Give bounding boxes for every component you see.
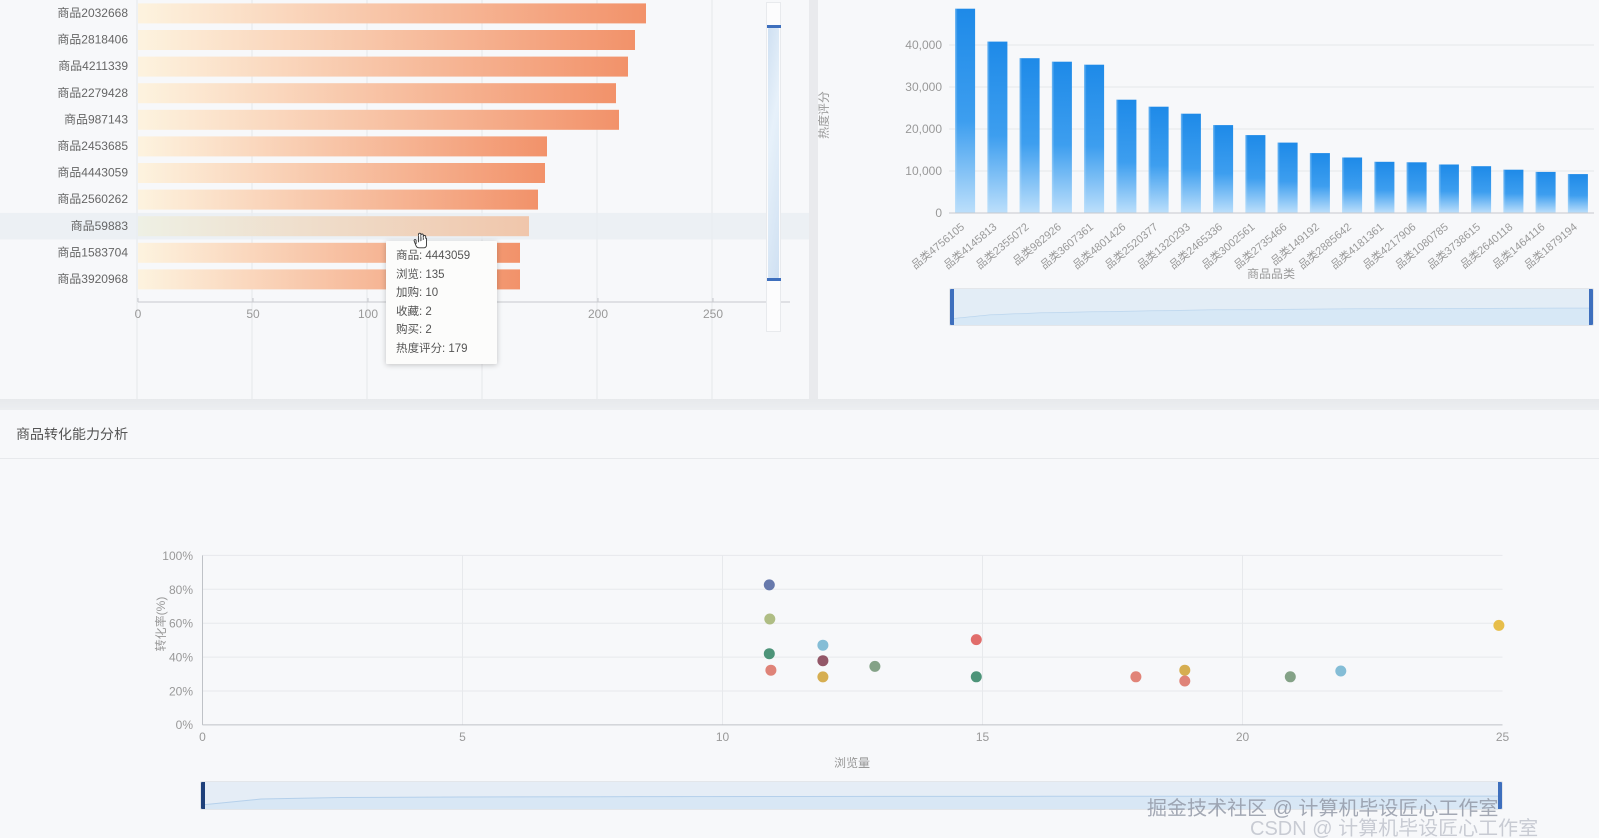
svg-text:转化率(%): 转化率(%) xyxy=(154,597,168,652)
svg-text:50: 50 xyxy=(246,307,260,321)
svg-text:5: 5 xyxy=(459,730,466,744)
svg-text:0: 0 xyxy=(935,206,942,220)
svg-text:15: 15 xyxy=(976,730,990,744)
svg-text:10,000: 10,000 xyxy=(905,164,942,178)
svg-text:商品1583704: 商品1583704 xyxy=(57,245,128,259)
svg-text:商品3920968: 商品3920968 xyxy=(57,272,128,286)
svg-text:商品2560262: 商品2560262 xyxy=(57,192,128,206)
svg-text:商品987143: 商品987143 xyxy=(64,112,128,126)
svg-text:250: 250 xyxy=(703,307,723,321)
svg-text:40,000: 40,000 xyxy=(905,38,942,52)
svg-text:热度评分: 热度评分 xyxy=(817,91,831,139)
svg-text:20%: 20% xyxy=(169,685,193,699)
svg-text:商品2032668: 商品2032668 xyxy=(57,6,128,20)
svg-text:商品2279428: 商品2279428 xyxy=(57,86,128,100)
svg-text:商品品类: 商品品类 xyxy=(1247,267,1295,281)
svg-text:80%: 80% xyxy=(169,583,193,597)
svg-text:100: 100 xyxy=(358,307,378,321)
svg-text:商品59883: 商品59883 xyxy=(71,219,129,233)
svg-text:100%: 100% xyxy=(162,549,193,563)
svg-text:商品4443059: 商品4443059 xyxy=(57,166,128,180)
svg-text:40%: 40% xyxy=(169,651,193,665)
svg-text:0%: 0% xyxy=(176,718,194,732)
svg-text:10: 10 xyxy=(716,730,730,744)
svg-text:0: 0 xyxy=(199,730,206,744)
svg-text:30,000: 30,000 xyxy=(905,80,942,94)
svg-text:200: 200 xyxy=(588,307,608,321)
svg-text:商品2453685: 商品2453685 xyxy=(57,139,128,153)
svg-text:25: 25 xyxy=(1496,730,1510,744)
svg-text:浏览量: 浏览量 xyxy=(834,756,870,770)
svg-text:20: 20 xyxy=(1236,730,1250,744)
svg-text:20,000: 20,000 xyxy=(905,122,942,136)
svg-text:0: 0 xyxy=(135,307,142,321)
svg-text:60%: 60% xyxy=(169,617,193,631)
svg-text:商品2818406: 商品2818406 xyxy=(57,33,128,47)
svg-text:商品4211339: 商品4211339 xyxy=(58,59,128,73)
